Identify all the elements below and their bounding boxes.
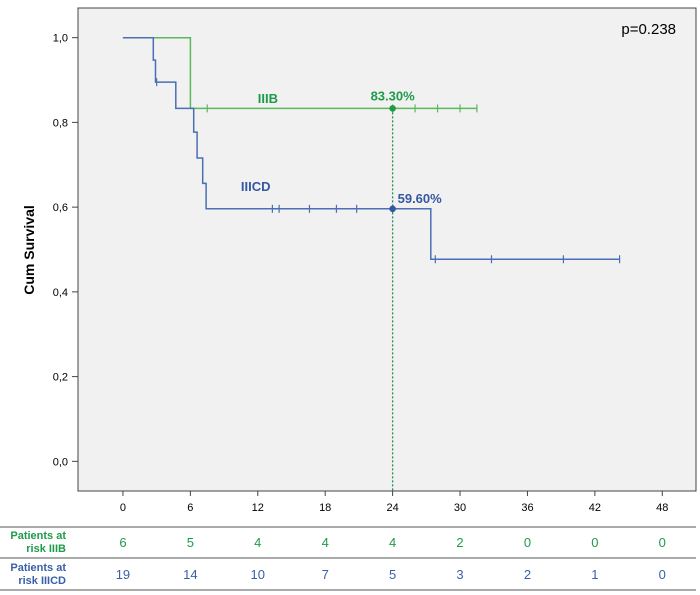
risk-value-cell: 6 — [119, 535, 126, 550]
risk-value-cell: 14 — [183, 567, 197, 582]
series-label-iiib: IIIB — [258, 91, 278, 106]
x-axis: 0 6 12 18 24 30 36 42 48 — [120, 491, 668, 514]
risk-value-cell: 4 — [389, 535, 396, 550]
risk-value-cell: 0 — [659, 567, 666, 582]
risk-value-cell: 0 — [659, 535, 666, 550]
risk-value-cell: 0 — [524, 535, 531, 550]
risk-value-cell: 3 — [456, 567, 463, 582]
y-tick-label: 0,6 — [53, 202, 68, 214]
y-tick-label: 0,4 — [53, 287, 68, 299]
x-tick-label: 36 — [521, 502, 533, 514]
survival-curve-iiib — [122, 36, 477, 110]
x-tick-label: 12 — [252, 502, 264, 514]
survival-curves: 83.30% IIIB 59.60% IIICD — [122, 36, 621, 264]
p-value-label: p=0.238 — [621, 21, 676, 38]
annotation-label-iiib: 83.30% — [371, 88, 416, 103]
risk-value-cell: 2 — [524, 567, 531, 582]
x-tick-label: 30 — [454, 502, 466, 514]
risk-value-cell: 5 — [187, 535, 194, 550]
risk-value-cell: 10 — [251, 567, 265, 582]
annotation-point-iiib — [389, 105, 396, 112]
annotation-point-iiicd — [389, 205, 396, 213]
x-tick-label: 42 — [589, 502, 601, 514]
y-tick-label: 0,2 — [53, 372, 68, 384]
x-tick-label: 6 — [187, 502, 193, 514]
risk-value-cell: 4 — [322, 535, 329, 550]
y-axis: 0,0 0,2 0,4 0,6 0,8 1,0 — [53, 33, 78, 468]
risk-value-cell: 4 — [254, 535, 261, 550]
risk-value-cell: 0 — [591, 535, 598, 550]
risk-value-cell: 1 — [591, 567, 598, 582]
y-tick-label: 0,0 — [53, 456, 68, 468]
x-tick-label: 48 — [656, 502, 668, 514]
x-tick-label: 0 — [120, 502, 126, 514]
risk-row-label: Patients at — [10, 530, 66, 542]
risk-value-cell: 5 — [389, 567, 396, 582]
y-tick-label: 1,0 — [53, 33, 68, 45]
y-tick-label: 0,8 — [53, 117, 68, 129]
risk-value-cell: 19 — [116, 567, 130, 582]
risk-value-cell: 2 — [456, 535, 463, 550]
annotation-label-iiicd: 59.60% — [398, 191, 443, 206]
x-tick-label: 18 — [319, 502, 331, 514]
risk-row-label: risk IIIB — [26, 543, 66, 555]
y-axis-label: Cum Survival — [21, 205, 37, 294]
risk-row-label: risk IIICD — [18, 575, 66, 587]
risk-row-label: Patients at — [10, 562, 66, 574]
series-label-iiicd: IIICD — [241, 179, 271, 194]
risk-value-cell: 7 — [322, 567, 329, 582]
survival-curve-iiicd — [122, 36, 620, 260]
plot-area — [77, 7, 697, 492]
x-tick-label: 24 — [386, 502, 398, 514]
